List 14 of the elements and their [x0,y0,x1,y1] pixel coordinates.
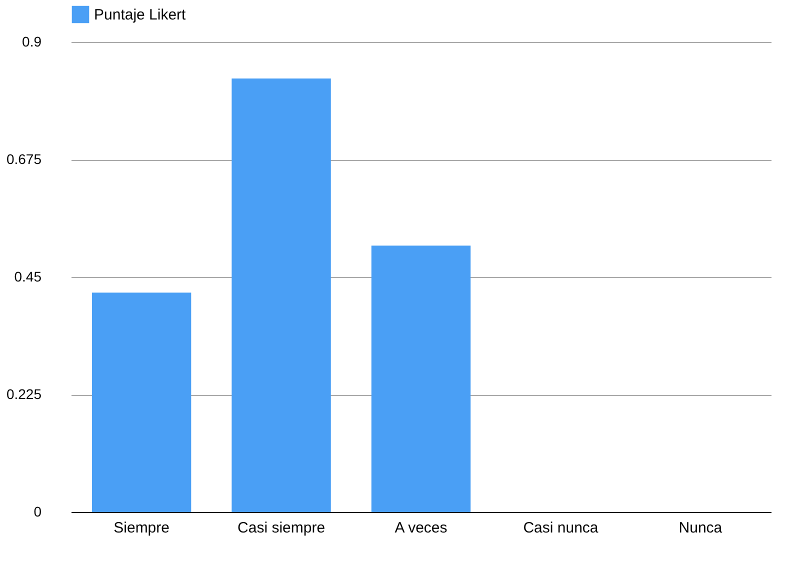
x-tick-label: Siempre [114,520,170,536]
x-tick-label: Casi nunca [523,520,599,536]
y-tick-label: 0.9 [22,34,42,50]
x-tick-label: Casi siempre [238,520,326,536]
bar [371,246,471,512]
x-tick-label: A veces [394,520,448,536]
x-tick-label: Nunca [678,520,723,536]
y-tick-label: 0.675 [6,151,42,167]
bar [232,78,331,512]
y-tick-label: 0 [34,504,42,520]
y-tick-label: 0.45 [14,268,42,284]
bar [92,292,192,512]
y-tick-label: 0.225 [6,386,42,402]
legend-label: Puntaje Likert [94,6,187,24]
